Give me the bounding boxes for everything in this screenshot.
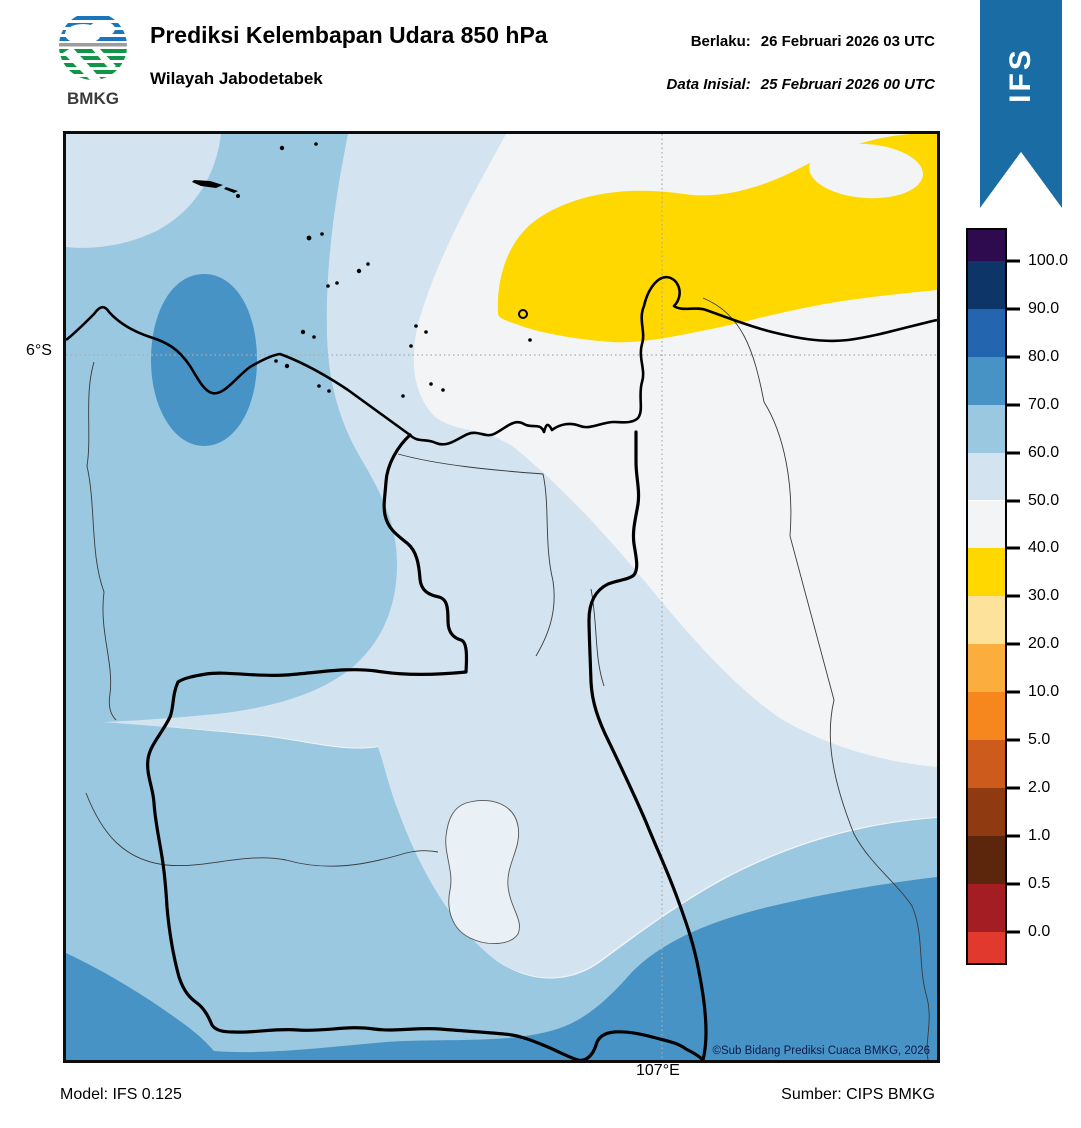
valid-value: 26 Februari 2026 03 UTC bbox=[760, 33, 935, 50]
colorbar-tick-label: 0.5 bbox=[1028, 874, 1051, 892]
colorbar-segment-50_60 bbox=[968, 452, 1005, 501]
init-label: Data Inisial: bbox=[666, 76, 751, 93]
logo-text: BMKG bbox=[67, 89, 119, 108]
colorbar-tick-label: 30.0 bbox=[1028, 587, 1060, 605]
contour-map: ©Sub Bidang Prediksi Cuaca BMKG, 2026 bbox=[66, 134, 937, 1060]
contour-region-40-50-notch bbox=[809, 143, 923, 199]
jabodetabek-boundary bbox=[146, 430, 708, 1060]
colorbar-tick bbox=[1007, 834, 1020, 838]
colorbar-tick bbox=[1007, 499, 1020, 502]
colorbar-tick bbox=[1007, 882, 1020, 886]
contour-region-50-60-corner bbox=[66, 134, 221, 248]
islands bbox=[192, 142, 532, 398]
model-ribbon-text: IFS bbox=[1003, 47, 1037, 103]
colorbar-tick bbox=[1007, 690, 1020, 694]
colorbar-tick-label: 2.0 bbox=[1028, 778, 1051, 796]
colorbar-tick bbox=[1007, 786, 1020, 790]
colorbar-tick-label: 40.0 bbox=[1028, 539, 1060, 557]
colorbar-tick bbox=[1007, 403, 1020, 407]
colorbar-segment-5_10 bbox=[968, 692, 1005, 740]
colorbar-tick bbox=[1007, 642, 1020, 646]
colorbar-segment-60_70 bbox=[968, 404, 1005, 453]
coastline bbox=[66, 275, 937, 446]
lon-axis-label: 107°E bbox=[636, 1062, 680, 1079]
footer-model-text: Model: IFS 0.125 bbox=[60, 1086, 182, 1103]
colorbar-segment-20_30 bbox=[968, 596, 1005, 645]
valid-label: Berlaku: bbox=[690, 33, 751, 50]
contour-region-70-80-south bbox=[66, 877, 937, 1060]
colorbar-tick-label: 50.0 bbox=[1028, 491, 1060, 509]
bmkg-logo: BMKG bbox=[59, 12, 127, 108]
colorbar-segment-0_05 bbox=[968, 883, 1005, 932]
lat-axis-label: 6°S bbox=[26, 342, 52, 359]
colorbar-segment-90_100 bbox=[968, 261, 1005, 309]
colorbar: 100.0 90.0 80.0 70.0 60.0 50.0 40.0 30.0 20.0 10.… bbox=[966, 228, 1081, 968]
region-subtitle: Wilayah Jabodetabek bbox=[150, 69, 323, 88]
logo-globe-icon bbox=[59, 16, 127, 80]
colorbar-segment-over_100 bbox=[968, 230, 1005, 261]
model-ribbon-badge: IFS bbox=[980, 0, 1062, 208]
colorbar-segment-1_2 bbox=[968, 787, 1005, 836]
colorbar-tick bbox=[1007, 259, 1020, 263]
colorbar-segment-2_5 bbox=[968, 740, 1005, 788]
valid-time: Berlaku: 26 Februari 2026 03 UTC bbox=[691, 33, 935, 50]
colorbar-tick-label: 1.0 bbox=[1028, 826, 1051, 844]
colorbar-tick-label: 80.0 bbox=[1028, 347, 1060, 365]
init-time: Data Inisial: 25 Februari 2026 00 UTC bbox=[667, 76, 935, 93]
colorbar-bar bbox=[966, 228, 1007, 965]
colorbar-tick-label: 0.0 bbox=[1028, 922, 1051, 940]
colorbar-tick-label: 100.0 bbox=[1028, 252, 1069, 269]
colorbar-tick-label: 10.0 bbox=[1028, 683, 1060, 701]
footer-source-text: Sumber: CIPS BMKG bbox=[781, 1086, 935, 1103]
colorbar-tick-label: 90.0 bbox=[1028, 299, 1060, 317]
colorbar-tick bbox=[1007, 355, 1020, 359]
contour-region-40-50-enclave bbox=[445, 800, 520, 944]
page-title: Prediksi Kelembapan Udara 850 hPa bbox=[150, 22, 548, 48]
colorbar-segment-40_50 bbox=[968, 500, 1005, 549]
colorbar-segment-under_0 bbox=[968, 931, 1005, 963]
admin-boundaries bbox=[85, 297, 930, 1060]
colorbar-tick bbox=[1007, 594, 1020, 598]
map-copyright: ©Sub Bidang Prediksi Cuaca BMKG, 2026 bbox=[712, 1045, 930, 1057]
colorbar-tick bbox=[1007, 546, 1020, 550]
colorbar-segment-05_1 bbox=[968, 835, 1005, 884]
colorbar-tick bbox=[1007, 451, 1020, 455]
colorbar-tick-label: 70.0 bbox=[1028, 395, 1060, 413]
colorbar-tick-label: 5.0 bbox=[1028, 731, 1051, 748]
colorbar-segment-70_80 bbox=[968, 356, 1005, 405]
contour-region-70-80-blob bbox=[151, 274, 257, 446]
colorbar-tick bbox=[1007, 307, 1020, 311]
colorbar-segment-10_20 bbox=[968, 644, 1005, 693]
init-value: 25 Februari 2026 00 UTC bbox=[760, 76, 935, 93]
colorbar-tick-label: 60.0 bbox=[1028, 443, 1060, 461]
colorbar-tick bbox=[1007, 930, 1020, 934]
map-panel[interactable]: ©Sub Bidang Prediksi Cuaca BMKG, 2026 bbox=[63, 131, 940, 1063]
colorbar-tick bbox=[1007, 738, 1020, 742]
colorbar-segment-30_40 bbox=[968, 548, 1005, 597]
colorbar-segment-80_90 bbox=[968, 308, 1005, 357]
colorbar-tick-label: 20.0 bbox=[1028, 635, 1060, 653]
